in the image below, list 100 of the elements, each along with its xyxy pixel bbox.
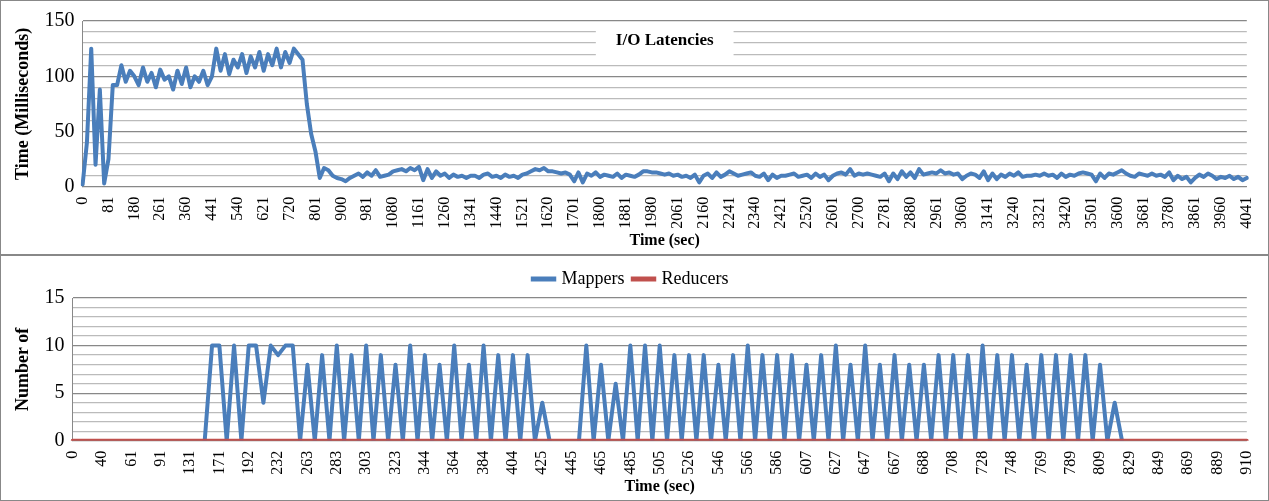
- x-tick-label: 1080: [383, 196, 401, 229]
- x-tick-label: 667: [884, 450, 902, 475]
- x-axis-title: Time (sec): [624, 476, 695, 495]
- x-tick-label: 283: [327, 450, 344, 475]
- x-tick-label: 465: [591, 450, 609, 475]
- x-tick-label: 829: [1119, 450, 1137, 475]
- x-tick-label: 728: [972, 450, 990, 475]
- x-tick-label: 445: [561, 450, 579, 475]
- x-tick-label: 621: [253, 196, 271, 221]
- x-tick-label: 91: [150, 450, 168, 467]
- y-tick-label: 5: [54, 380, 65, 403]
- x-tick-label: 526: [679, 450, 697, 475]
- x-tick-label: 192: [238, 450, 256, 475]
- x-tick-label: 627: [826, 450, 844, 475]
- x-tick-label: 303: [356, 450, 374, 475]
- x-tick-label: 869: [1178, 450, 1196, 475]
- x-tick-label: 769: [1031, 450, 1049, 475]
- x-tick-label: 647: [855, 450, 873, 475]
- x-tick-label: 1521: [512, 196, 530, 229]
- x-tick-label: 485: [620, 450, 638, 475]
- x-tick-label: 3861: [1185, 196, 1203, 229]
- legend-label: Mappers: [561, 267, 625, 288]
- x-tick-label: 546: [708, 450, 726, 475]
- x-tick-label: 889: [1207, 450, 1225, 475]
- x-axis-title: Time (sec): [629, 230, 700, 249]
- x-tick-label: 1161: [409, 196, 427, 229]
- x-tick-label: 263: [297, 450, 315, 475]
- x-tick-label: 3240: [1004, 196, 1022, 229]
- x-tick-label: 505: [649, 450, 667, 475]
- x-tick-label: 809: [1090, 450, 1108, 475]
- y-tick-label: 50: [54, 118, 75, 141]
- x-tick-label: 0: [72, 196, 90, 205]
- x-tick-label: 2421: [771, 196, 789, 229]
- x-tick-label: 404: [503, 450, 521, 475]
- x-tick-label: 232: [268, 450, 286, 475]
- x-tick-label: 748: [1002, 450, 1020, 475]
- x-tick-label: 384: [473, 450, 491, 475]
- x-tick-label: 708: [943, 450, 961, 475]
- x-tick-label: 3780: [1159, 196, 1177, 229]
- y-tick-label: 150: [44, 8, 75, 31]
- x-tick-label: 131: [180, 450, 198, 475]
- x-tick-label: 2160: [693, 196, 711, 229]
- x-tick-label: 1800: [590, 196, 608, 229]
- x-tick-label: 3060: [952, 196, 970, 229]
- x-tick-label: 360: [176, 196, 194, 221]
- x-tick-label: 910: [1237, 450, 1254, 475]
- x-tick-label: 441: [202, 196, 220, 221]
- x-tick-label: 789: [1060, 450, 1078, 475]
- y-tick-label: 0: [64, 174, 75, 197]
- x-tick-label: 3420: [1055, 196, 1073, 229]
- y-tick-label: 10: [44, 332, 65, 355]
- x-tick-label: 586: [767, 450, 785, 475]
- x-tick-label: 61: [121, 450, 139, 467]
- x-tick-label: 2241: [719, 196, 737, 229]
- x-tick-label: 1260: [435, 196, 452, 229]
- x-tick-label: 981: [357, 196, 375, 221]
- x-tick-label: 688: [914, 450, 932, 475]
- x-tick-label: 40: [92, 450, 110, 467]
- x-tick-label: 81: [98, 196, 116, 213]
- x-tick-label: 344: [415, 450, 433, 475]
- x-tick-label: 3600: [1107, 196, 1125, 229]
- x-tick-label: 3321: [1030, 196, 1048, 229]
- x-tick-label: 3960: [1211, 196, 1229, 229]
- x-tick-label: 3501: [1081, 196, 1099, 229]
- x-tick-label: 2061: [667, 196, 685, 229]
- x-tick-label: 900: [331, 196, 349, 221]
- x-tick-label: 2961: [926, 196, 944, 229]
- x-tick-label: 1881: [616, 196, 634, 229]
- x-tick-label: 2340: [745, 196, 763, 229]
- y-axis-title: Number of: [12, 326, 33, 411]
- x-tick-label: 4041: [1237, 196, 1254, 229]
- x-tick-label: 425: [532, 450, 550, 475]
- y-tick-label: 0: [54, 428, 65, 451]
- x-tick-label: 801: [305, 196, 323, 221]
- x-tick-label: 2520: [797, 196, 815, 229]
- x-tick-label: 566: [737, 450, 755, 475]
- x-tick-label: 180: [124, 196, 142, 221]
- y-tick-label: 15: [44, 285, 65, 308]
- x-tick-label: 849: [1148, 450, 1166, 475]
- x-tick-label: 540: [228, 196, 246, 221]
- x-tick-label: 1980: [641, 196, 659, 229]
- y-axis-title: Time (Milliseconds): [12, 27, 34, 180]
- x-tick-label: 323: [385, 450, 403, 475]
- x-tick-label: 261: [150, 196, 168, 221]
- x-tick-label: 2781: [874, 196, 892, 229]
- x-tick-label: 3141: [978, 196, 996, 229]
- x-tick-label: 3681: [1133, 196, 1151, 229]
- x-tick-label: 2700: [848, 196, 866, 229]
- legend-label: Reducers: [661, 267, 729, 288]
- x-tick-label: 607: [796, 450, 814, 475]
- text: I/O Latencies: [615, 30, 714, 50]
- x-tick-label: 2601: [823, 196, 841, 229]
- y-tick-label: 100: [44, 63, 75, 86]
- x-tick-label: 720: [279, 196, 297, 221]
- x-tick-label: 2880: [900, 196, 918, 229]
- x-tick-label: 171: [209, 450, 227, 475]
- x-tick-label: 364: [444, 450, 462, 475]
- x-tick-label: 1440: [486, 196, 504, 229]
- x-tick-label: 1341: [460, 196, 478, 229]
- x-tick-label: 1620: [538, 196, 556, 229]
